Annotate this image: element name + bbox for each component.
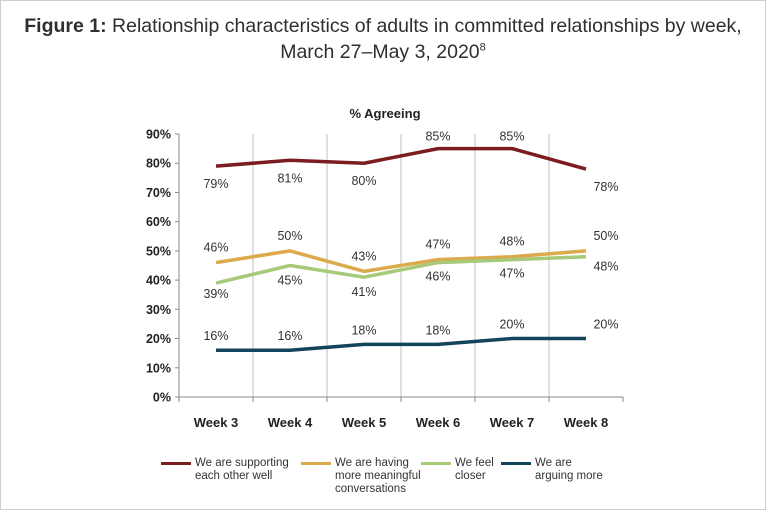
data-label: 47% bbox=[499, 267, 524, 281]
chart-title: % Agreeing bbox=[349, 106, 420, 121]
y-tick-label: 0% bbox=[153, 391, 171, 405]
figure-label: Figure 1: bbox=[24, 15, 107, 37]
series-line bbox=[215, 249, 587, 274]
data-label: 78% bbox=[593, 180, 618, 194]
series-line bbox=[215, 254, 587, 285]
figure-title-line1: Relationship characteristics of adults i… bbox=[112, 15, 742, 37]
data-label: 16% bbox=[277, 329, 302, 343]
legend-item: We feel closer bbox=[421, 457, 501, 496]
data-label: 20% bbox=[593, 318, 618, 332]
legend-swatch bbox=[301, 462, 331, 465]
y-tick-label: 50% bbox=[146, 244, 171, 258]
x-tick-label: Week 5 bbox=[342, 415, 387, 430]
y-tick-label: 70% bbox=[146, 186, 171, 200]
figure-title-line2: March 27–May 3, 2020 bbox=[280, 41, 480, 63]
data-label: 85% bbox=[499, 130, 524, 144]
y-tick-label: 40% bbox=[146, 274, 171, 288]
legend-label: We are supporting each other well bbox=[195, 457, 289, 482]
data-label: 20% bbox=[499, 318, 524, 332]
data-label: 46% bbox=[203, 241, 228, 255]
data-label: 43% bbox=[351, 249, 376, 263]
x-tick-label: Week 8 bbox=[564, 415, 609, 430]
legend-item: We are arguing more bbox=[501, 457, 611, 496]
legend-label: We are arguing more bbox=[535, 457, 603, 482]
y-tick-label: 60% bbox=[146, 215, 171, 229]
line-chart: % Agreeing 0% 10% 20% 30% 40% 50% 60% 70% 80% 90%… bbox=[146, 106, 624, 430]
data-label: 45% bbox=[277, 274, 302, 288]
series-line bbox=[215, 146, 587, 171]
y-tick-label: 80% bbox=[146, 157, 171, 171]
x-tick-label: Week 7 bbox=[490, 415, 535, 430]
y-tick-label: 10% bbox=[146, 361, 171, 375]
data-label: 79% bbox=[203, 177, 228, 191]
data-label: 18% bbox=[425, 323, 450, 337]
series-line bbox=[216, 336, 586, 352]
data-label: 80% bbox=[351, 174, 376, 188]
data-label: 85% bbox=[425, 130, 450, 144]
y-tick-label: 20% bbox=[146, 332, 171, 346]
legend-label: We are having more meaningful conversati… bbox=[335, 457, 421, 495]
y-tick-label: 90% bbox=[146, 128, 171, 142]
data-label: 39% bbox=[203, 287, 228, 301]
data-label: 46% bbox=[425, 270, 450, 284]
data-label: 41% bbox=[351, 285, 376, 299]
figure-title: Figure 1: Relationship characteristics o… bbox=[1, 13, 765, 65]
data-label: 47% bbox=[425, 238, 450, 252]
data-label: 81% bbox=[277, 171, 302, 185]
data-label: 50% bbox=[277, 229, 302, 243]
legend-label: We feel closer bbox=[455, 457, 494, 482]
legend-item: We are having more meaningful conversati… bbox=[301, 457, 421, 496]
x-tick-label: Week 4 bbox=[268, 415, 313, 430]
legend-item: We are supporting each other well bbox=[161, 457, 301, 496]
y-tick-label: 30% bbox=[146, 303, 171, 317]
footnote-ref: 8 bbox=[479, 41, 486, 54]
data-label: 48% bbox=[593, 260, 618, 274]
chart-legend: We are supporting each other well We are … bbox=[161, 457, 611, 496]
legend-swatch bbox=[421, 462, 451, 465]
x-tick-label: Week 6 bbox=[416, 415, 461, 430]
data-label: 50% bbox=[593, 229, 618, 243]
legend-swatch bbox=[161, 462, 191, 465]
data-label: 48% bbox=[499, 235, 524, 249]
legend-swatch bbox=[501, 462, 531, 465]
data-label: 18% bbox=[351, 323, 376, 337]
x-tick-label: Week 3 bbox=[194, 415, 239, 430]
data-label: 16% bbox=[203, 329, 228, 343]
